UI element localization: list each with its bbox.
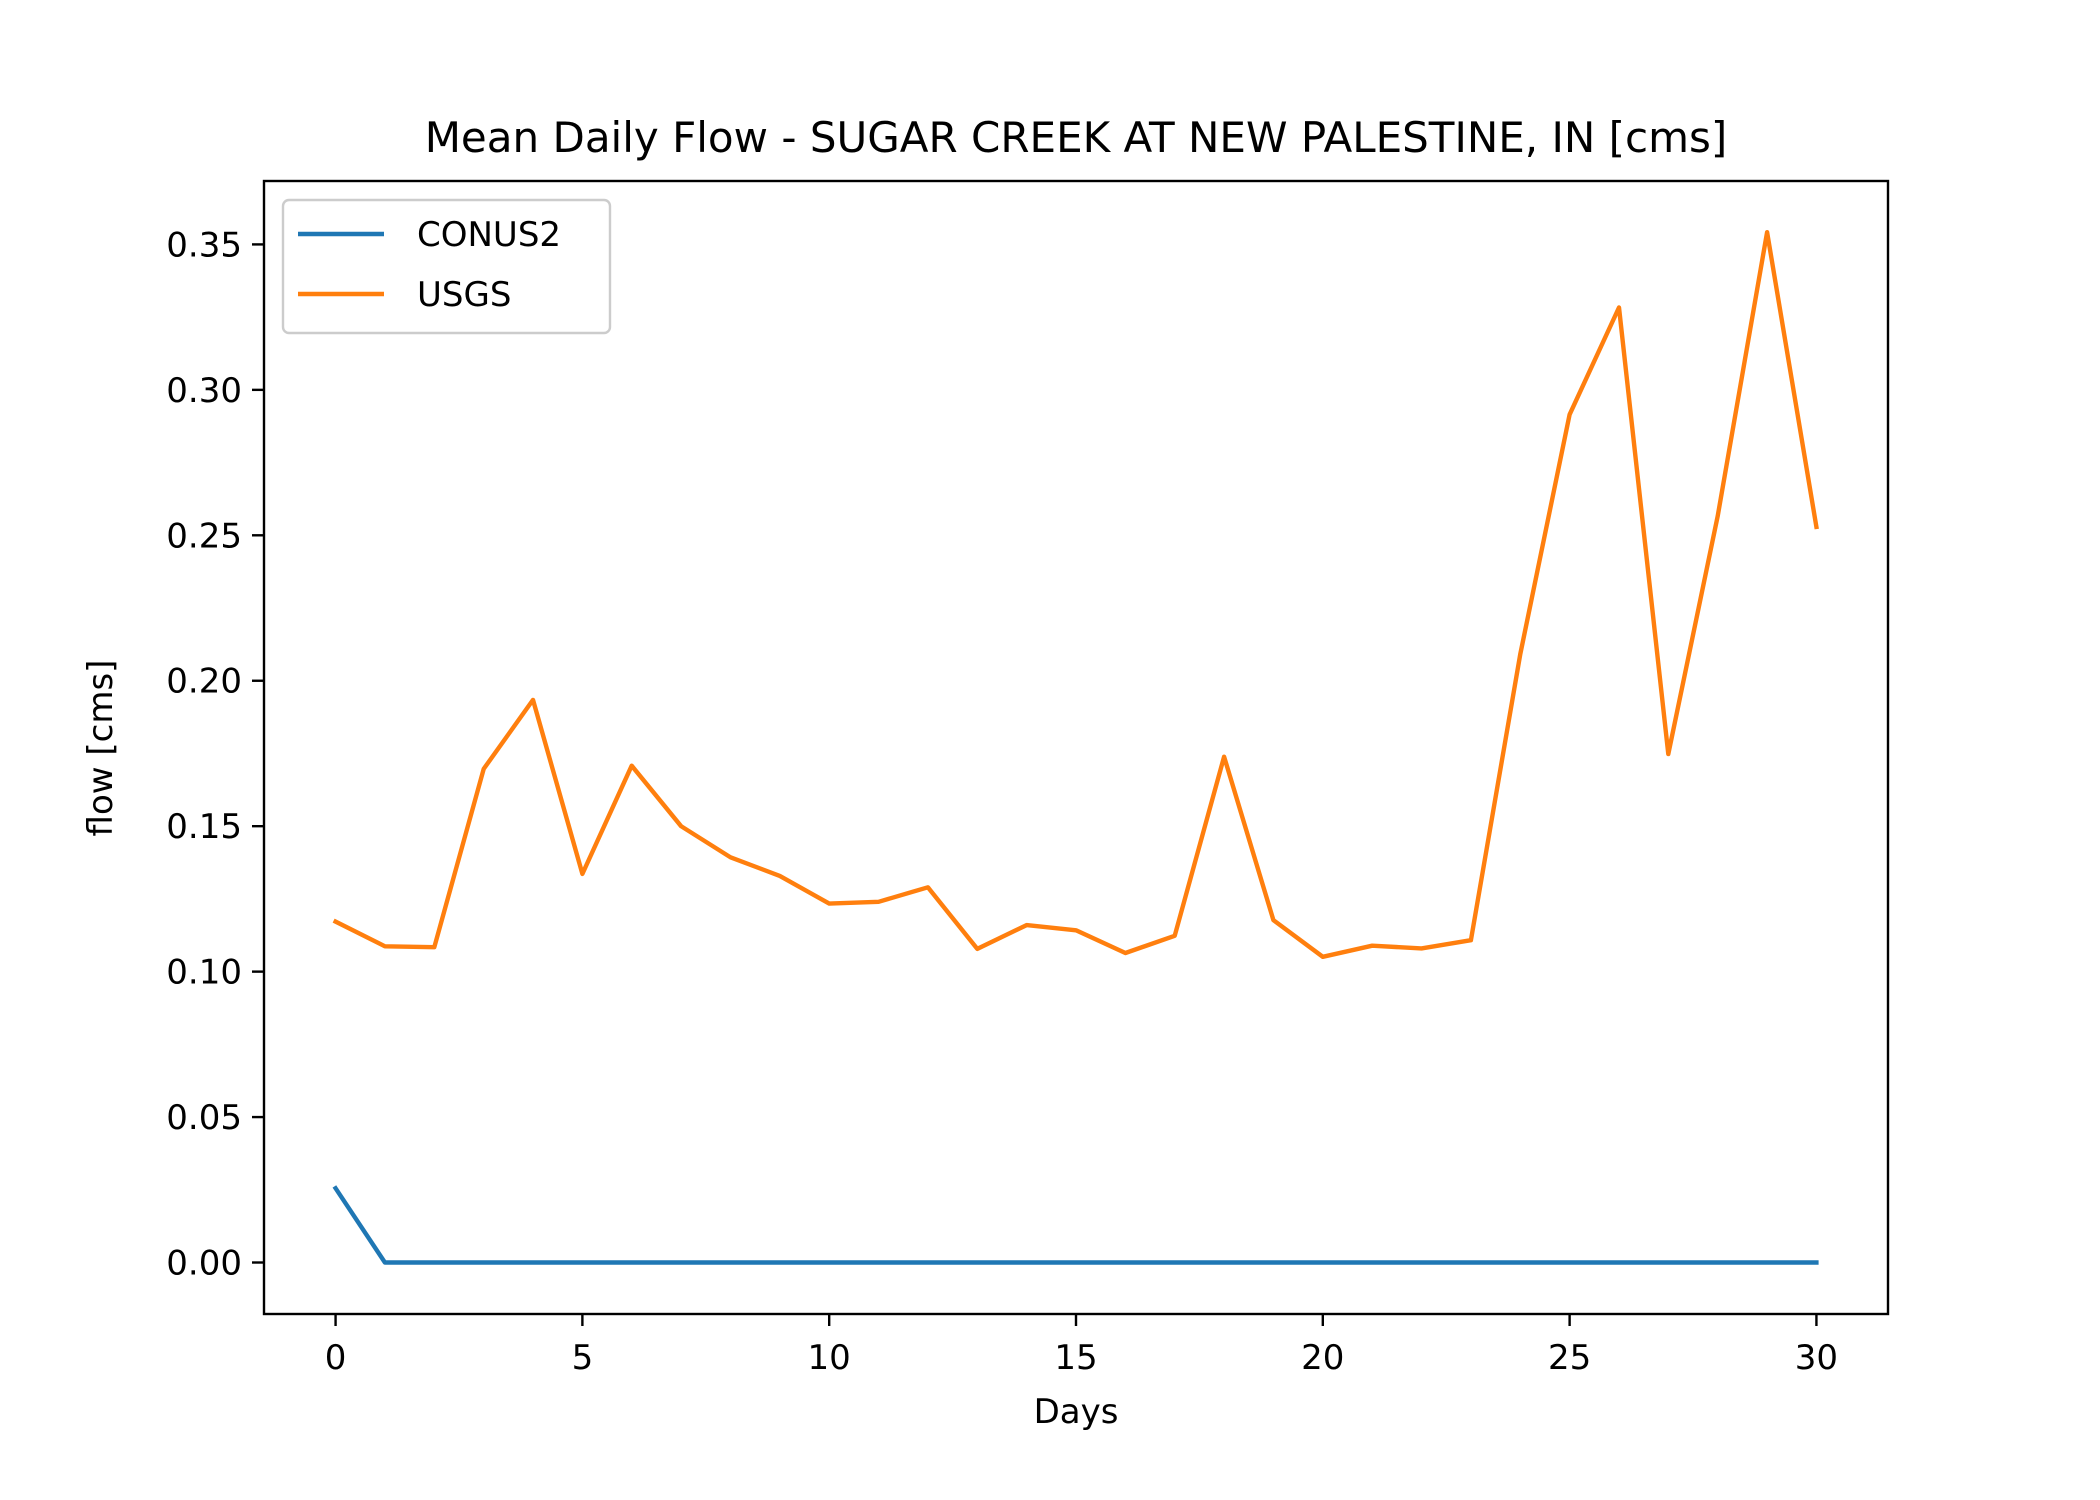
legend-label-usgs: USGS xyxy=(417,275,511,315)
x-tick-label: 30 xyxy=(1795,1338,1838,1378)
y-tick-label: 0.15 xyxy=(166,807,242,847)
x-tick-label: 5 xyxy=(572,1338,594,1378)
series-lines xyxy=(332,229,1819,1265)
y-tick-label: 0.10 xyxy=(166,953,242,993)
legend: CONUS2 USGS xyxy=(281,198,612,335)
y-tick-label: 0.30 xyxy=(166,371,242,411)
y-tick-label: 0.35 xyxy=(166,225,242,265)
x-axis-ticks: 0 5 10 15 20 25 30 xyxy=(325,1314,1838,1378)
x-tick-label: 0 xyxy=(325,1338,347,1378)
x-axis-label: Days xyxy=(1034,1392,1119,1432)
y-axis-label: flow [cms] xyxy=(81,660,121,837)
chart-title: Mean Daily Flow - SUGAR CREEK AT NEW PAL… xyxy=(425,113,1728,162)
y-tick-label: 0.20 xyxy=(166,662,242,702)
x-tick-label: 10 xyxy=(808,1338,851,1378)
x-tick-label: 20 xyxy=(1301,1338,1344,1378)
series-line-conus2 xyxy=(332,1185,1819,1265)
x-tick-label: 25 xyxy=(1548,1338,1591,1378)
legend-label-conus2: CONUS2 xyxy=(417,215,561,255)
y-tick-label: 0.05 xyxy=(166,1098,242,1138)
x-tick-label: 15 xyxy=(1054,1338,1097,1378)
y-axis-ticks: 0.00 0.05 0.10 0.15 0.20 0.25 0.30 0.35 xyxy=(166,225,264,1284)
plot-frame xyxy=(262,179,1890,1316)
y-tick-label: 0.00 xyxy=(166,1244,242,1284)
series-line-usgs xyxy=(332,229,1819,959)
y-tick-label: 0.25 xyxy=(166,516,242,556)
